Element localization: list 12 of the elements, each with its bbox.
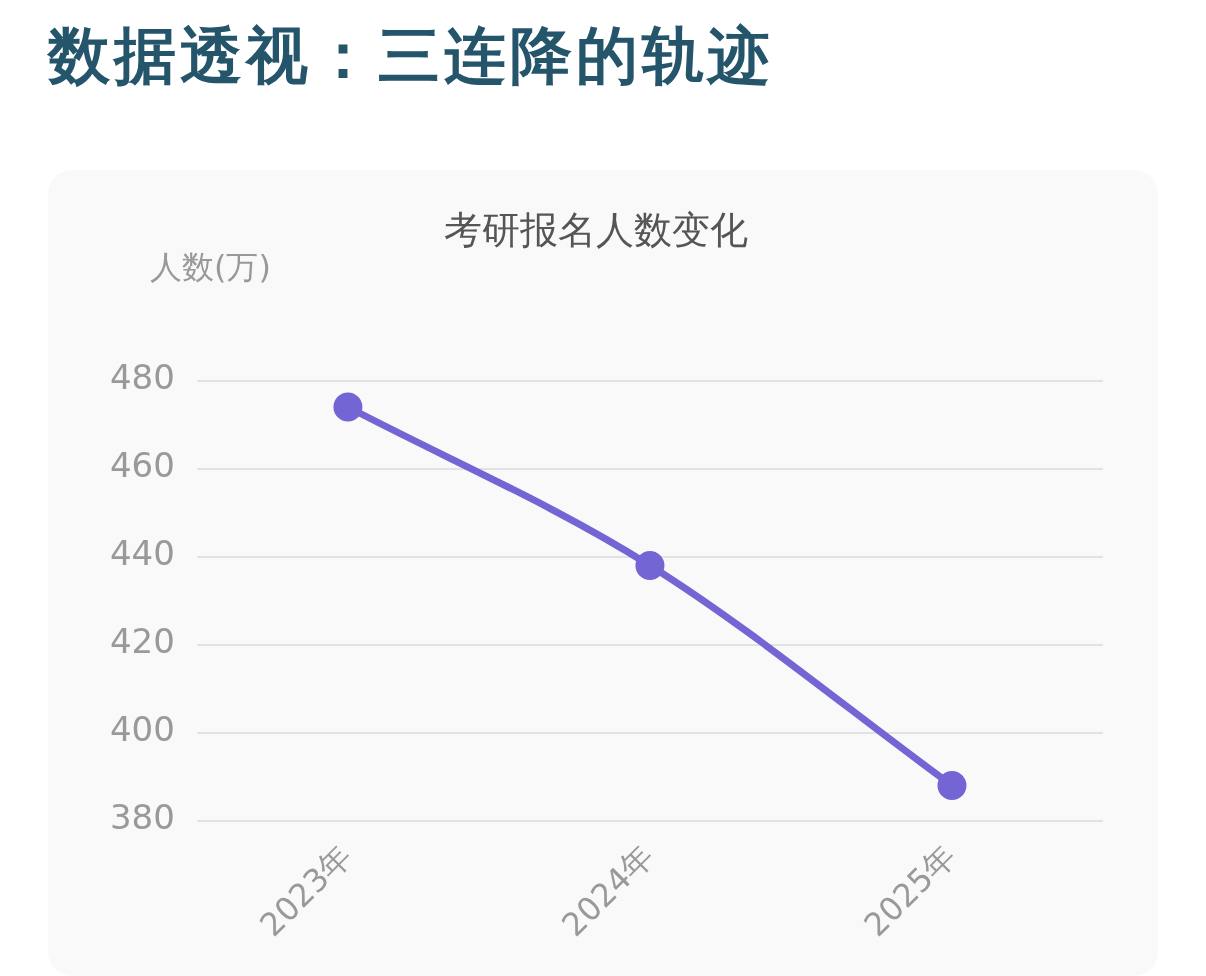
y-tick-label: 480	[109, 357, 175, 398]
y-tick-label: 420	[109, 621, 175, 662]
y-tick-label: 400	[109, 709, 175, 750]
chart-title: 数据透视：三连降的轨迹	[48, 18, 774, 94]
y-tick-label: 460	[109, 445, 175, 486]
y-tick-label: 380	[109, 797, 175, 838]
y-axis-title: 人数(万)	[150, 248, 271, 287]
point	[937, 770, 967, 800]
point	[635, 550, 665, 580]
y-tick-label: 440	[109, 533, 175, 574]
point	[333, 392, 363, 422]
chart-subtitle: 考研报名人数变化	[443, 207, 748, 252]
